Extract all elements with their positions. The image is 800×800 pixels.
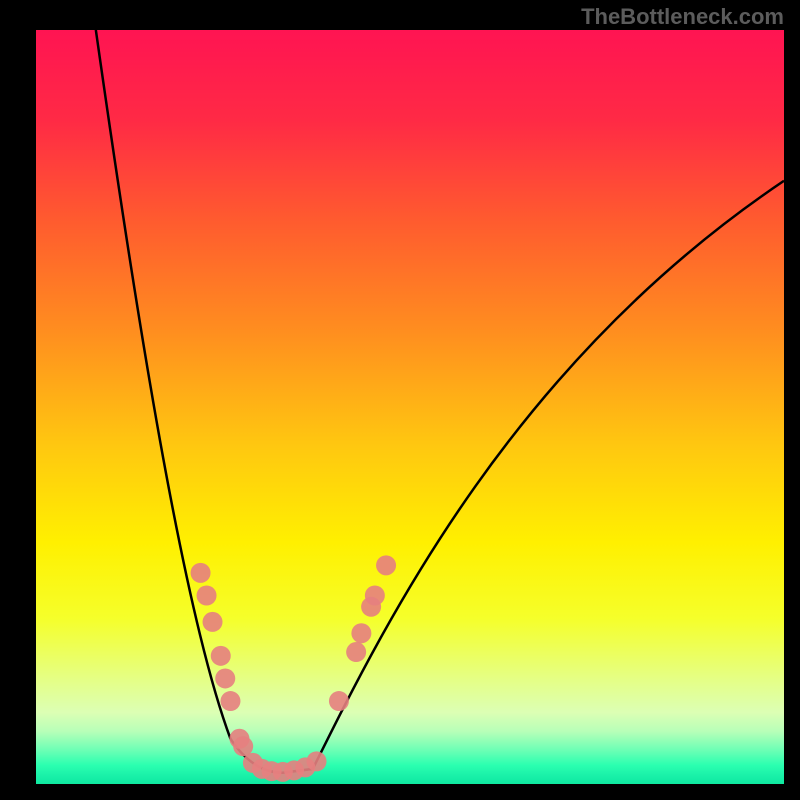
data-point	[211, 646, 231, 666]
data-point	[351, 623, 371, 643]
data-point	[346, 642, 366, 662]
data-point	[191, 563, 211, 583]
data-point	[307, 751, 327, 771]
data-point	[220, 691, 240, 711]
data-point	[197, 586, 217, 606]
bottleneck-curve	[96, 30, 784, 773]
data-point	[329, 691, 349, 711]
data-point	[376, 555, 396, 575]
data-point	[203, 612, 223, 632]
plot-area	[36, 30, 784, 784]
curve-layer	[36, 30, 784, 784]
data-point	[365, 586, 385, 606]
watermark: TheBottleneck.com	[581, 4, 784, 30]
data-point	[215, 668, 235, 688]
chart-container: TheBottleneck.com	[0, 0, 800, 800]
